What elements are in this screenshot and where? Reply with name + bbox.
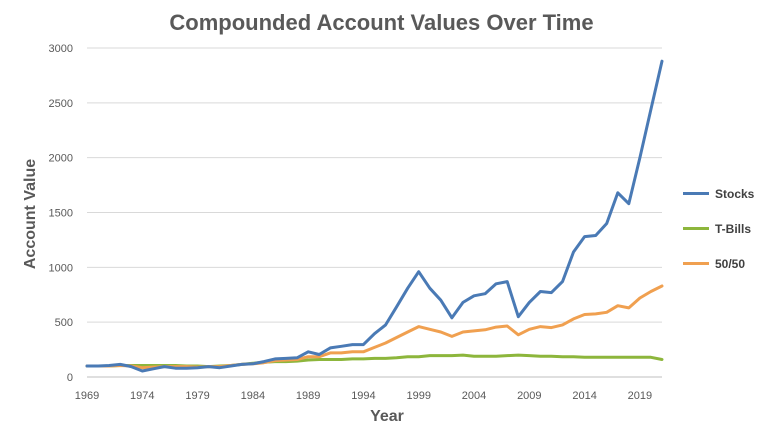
x-tick-label: 2004	[462, 390, 486, 402]
legend-label-stocks: Stocks	[715, 186, 755, 201]
series-line-t-bills	[85, 353, 664, 369]
x-tick-label: 1984	[241, 390, 265, 402]
x-tick-label: 2014	[572, 390, 596, 402]
legend: Stocks T-Bills 50/50	[683, 176, 754, 281]
legend-label-5050: 50/50	[715, 256, 746, 271]
y-tick-label: 1500	[49, 208, 73, 220]
x-tick-label: 1974	[130, 390, 154, 402]
y-tick-label: 2500	[49, 98, 73, 110]
x-tick-label: 1969	[75, 390, 99, 402]
y-tick-label: 2000	[49, 153, 73, 165]
x-tick-label: 1989	[296, 390, 320, 402]
legend-item-tbills: T-Bills	[683, 211, 754, 246]
x-tick-label: 2019	[628, 390, 652, 402]
x-tick-label: 2009	[517, 390, 541, 402]
chart-title: Compounded Account Values Over Time	[169, 10, 594, 35]
x-tick-label: 1999	[406, 390, 430, 402]
x-tick-label: 1979	[185, 390, 209, 402]
x-tick-label: 1994	[351, 390, 375, 402]
legend-item-stocks: Stocks	[683, 176, 754, 211]
legend-item-5050: 50/50	[683, 246, 754, 281]
y-tick-label: 0	[67, 372, 73, 384]
legend-swatch-5050	[683, 262, 709, 265]
y-tick-label: 500	[55, 317, 73, 329]
series-line-stocks	[85, 59, 664, 373]
legend-swatch-tbills	[683, 227, 709, 230]
y-tick-label: 3000	[49, 43, 73, 55]
series-line-50-50	[85, 284, 664, 370]
y-tick-label: 1000	[49, 262, 73, 274]
x-axis-label: Year	[370, 408, 404, 425]
legend-swatch-stocks	[683, 192, 709, 195]
legend-label-tbills: T-Bills	[715, 221, 752, 236]
